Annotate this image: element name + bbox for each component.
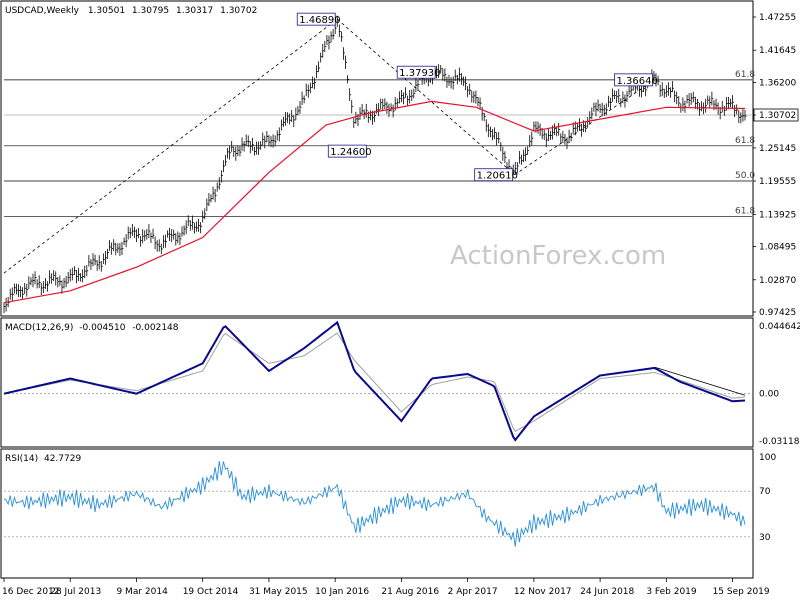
price-label-box bbox=[474, 168, 514, 182]
price-y-tick-label: 1.08495 bbox=[759, 242, 796, 252]
retracement-label: 61.8 bbox=[735, 70, 755, 80]
price-y-tick-label: 1.30702 bbox=[759, 111, 796, 121]
retracement-label: 61.8 bbox=[735, 207, 755, 217]
price-label: 1.24600 bbox=[330, 147, 371, 158]
price-y-tick-label: 1.02870 bbox=[759, 276, 796, 286]
x-tick-label: 10 Jan 2016 bbox=[315, 587, 369, 597]
macd-title: MACD(12,26,9) bbox=[5, 323, 73, 333]
price-y-tick-label: 1.36200 bbox=[759, 78, 796, 88]
rsi-y-tick-label: 100 bbox=[759, 453, 776, 463]
x-tick-label: 24 Jun 2018 bbox=[580, 587, 634, 597]
macd-y-tick-label: 0.044642 bbox=[759, 322, 800, 332]
x-tick-label: 2 Apr 2017 bbox=[448, 587, 498, 597]
macd-header: MACD(12,26,9) -0.004510 -0.002148 bbox=[5, 323, 179, 333]
macd-trend-line bbox=[654, 366, 746, 396]
price-y-tick-label: 1.47255 bbox=[759, 13, 796, 23]
rsi-line bbox=[3, 461, 746, 547]
x-tick-label: 9 Mar 2014 bbox=[116, 587, 168, 597]
macd-value: -0.004510 bbox=[79, 323, 125, 333]
watermark: ActionForex.com bbox=[450, 241, 666, 271]
price-y-tick-label: 1.41645 bbox=[759, 46, 796, 56]
price-panel-frame bbox=[0, 0, 754, 317]
trend-line bbox=[3, 18, 338, 274]
price-label: 1.37930 bbox=[399, 68, 440, 79]
price-y-tick-label: 1.25145 bbox=[759, 144, 796, 154]
macd-panel-frame bbox=[0, 317, 754, 448]
x-tick-label: 28 Jul 2013 bbox=[50, 587, 101, 597]
x-tick-label: 19 Oct 2014 bbox=[183, 587, 239, 597]
x-tick-label: 12 Nov 2017 bbox=[514, 587, 572, 597]
rsi-y-tick-label: 30 bbox=[759, 533, 771, 543]
macd-y-tick-label: 0.00 bbox=[759, 390, 779, 400]
rsi-y-tick-label: 70 bbox=[759, 487, 771, 497]
price-y-tick-label: 1.13925 bbox=[759, 210, 796, 220]
open-value: 1.30501 bbox=[88, 6, 125, 16]
x-tick-label: 3 Feb 2019 bbox=[646, 587, 697, 597]
x-tick-label: 16 Dec 2012 bbox=[2, 587, 60, 597]
x-tick-label: 31 May 2015 bbox=[249, 587, 308, 597]
symbol-label: USDCAD,Weekly bbox=[5, 6, 80, 16]
price-label-box bbox=[327, 144, 367, 158]
rsi-value: 42.7729 bbox=[44, 454, 81, 464]
close-value: 1.30702 bbox=[220, 6, 257, 16]
high-value: 1.30795 bbox=[132, 6, 169, 16]
macd-line bbox=[3, 320, 746, 442]
low-value: 1.30317 bbox=[176, 6, 213, 16]
macd-signal-value: -0.002148 bbox=[132, 323, 178, 333]
retracement-label: 50.0 bbox=[735, 171, 755, 181]
price-label: 1.20610 bbox=[477, 171, 518, 182]
x-tick-label: 15 Sep 2019 bbox=[713, 587, 770, 597]
retracement-label: 61.8 bbox=[735, 136, 755, 146]
macd-signal-line bbox=[3, 332, 746, 432]
macd-y-tick-label: -0.031183 bbox=[759, 437, 800, 447]
price-y-tick-label: 0.97425 bbox=[759, 308, 796, 318]
x-tick-label: 21 Aug 2016 bbox=[381, 587, 439, 597]
rsi-header: RSI(14) 42.7729 bbox=[5, 454, 81, 464]
price-label: 1.46890 bbox=[299, 15, 340, 26]
price-label-box bbox=[614, 73, 653, 87]
price-label: 1.36640 bbox=[617, 76, 658, 87]
rsi-panel-frame bbox=[0, 448, 754, 579]
price-header: USDCAD,Weekly 1.30501 1.30795 1.30317 1.… bbox=[5, 6, 257, 16]
moving-average-line bbox=[3, 100, 746, 304]
price-y-tick-label: 1.19555 bbox=[759, 177, 796, 187]
rsi-title: RSI(14) bbox=[5, 454, 38, 464]
price-label-box bbox=[296, 12, 336, 26]
price-label-box bbox=[396, 65, 436, 79]
